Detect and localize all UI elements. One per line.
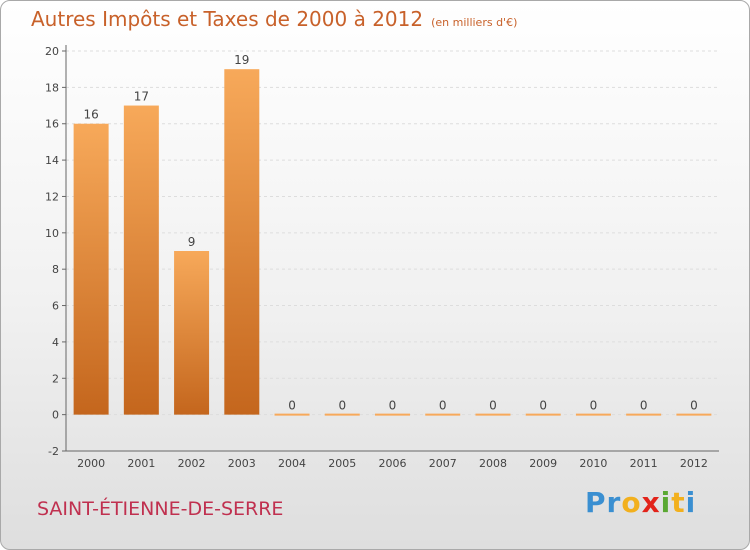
data-label: 0 <box>439 399 447 413</box>
data-label: 0 <box>690 399 698 413</box>
data-label: 0 <box>640 399 648 413</box>
y-tick-label: 2 <box>52 372 59 385</box>
x-tick-label: 2006 <box>379 457 407 470</box>
x-tick-label: 2001 <box>127 457 155 470</box>
x-tick-label: 2002 <box>178 457 206 470</box>
x-tick-label: 2010 <box>579 457 607 470</box>
logo-letter: i <box>685 486 697 519</box>
bar <box>224 69 260 415</box>
chart-subtitle: (en milliers d'€) <box>431 16 518 29</box>
data-label: 0 <box>288 399 296 413</box>
data-label: 16 <box>83 108 98 122</box>
x-tick-label: 2009 <box>529 457 557 470</box>
y-tick-label: 0 <box>52 409 59 422</box>
x-tick-label: 2005 <box>328 457 356 470</box>
data-label: 0 <box>338 399 346 413</box>
x-tick-label: 2008 <box>479 457 507 470</box>
x-tick-label: 2003 <box>228 457 256 470</box>
logo-letter: o <box>621 486 642 519</box>
logo-letter: r <box>606 486 622 519</box>
x-tick-label: 2011 <box>630 457 658 470</box>
x-tick-label: 2007 <box>429 457 457 470</box>
chart-title-text: Autres Impôts et Taxes de 2000 à 2012 <box>31 7 424 31</box>
y-tick-label: 18 <box>45 81 59 94</box>
y-tick-label: 14 <box>45 154 59 167</box>
data-label: 0 <box>539 399 547 413</box>
data-label: 19 <box>234 53 249 67</box>
data-label: 9 <box>188 235 196 249</box>
chart-title: Autres Impôts et Taxes de 2000 à 2012 (en… <box>31 7 517 31</box>
x-tick-label: 2004 <box>278 457 306 470</box>
bar <box>123 105 159 415</box>
commune-name: SAINT-ÉTIENNE-DE-SERRE <box>37 498 284 520</box>
data-label: 0 <box>489 399 497 413</box>
bar <box>174 251 210 415</box>
y-tick-label: 6 <box>52 300 59 313</box>
data-label: 0 <box>590 399 598 413</box>
x-tick-label: 2012 <box>680 457 708 470</box>
y-tick-label: 16 <box>45 118 59 131</box>
logo-letter: t <box>671 486 686 519</box>
y-tick-label: 10 <box>45 227 59 240</box>
y-tick-label: 4 <box>52 336 59 349</box>
data-label: 17 <box>134 90 149 104</box>
x-tick-label: 2000 <box>77 457 105 470</box>
proxiti-logo: Proxiti <box>585 486 696 519</box>
data-label: 0 <box>389 399 397 413</box>
y-tick-label: 20 <box>45 45 59 58</box>
bar <box>73 123 109 415</box>
logo-letter: P <box>585 486 607 519</box>
y-tick-label: -2 <box>48 445 59 458</box>
y-tick-label: 12 <box>45 190 59 203</box>
logo-letter: i <box>660 486 672 519</box>
y-tick-label: 8 <box>52 263 59 276</box>
logo-letter: x <box>641 486 661 519</box>
